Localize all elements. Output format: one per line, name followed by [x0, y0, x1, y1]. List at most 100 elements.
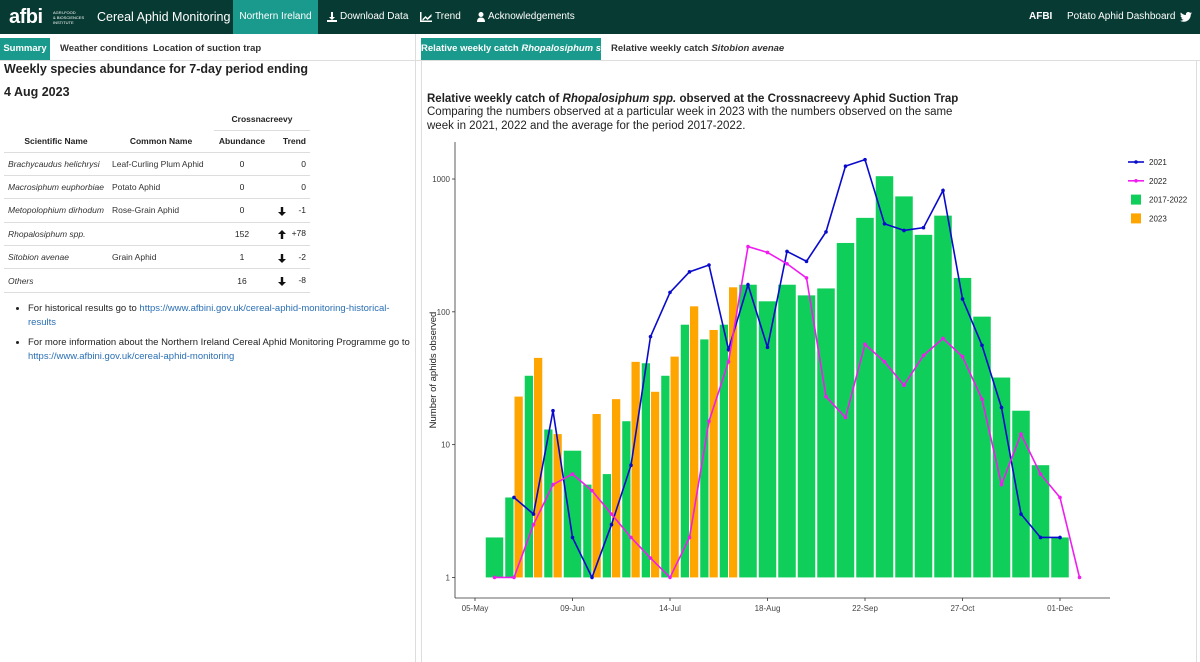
- point: [590, 575, 594, 580]
- table-row: Sitobion avenae Grain Aphid 1 -2: [4, 245, 310, 270]
- point: [746, 282, 750, 287]
- point: [570, 535, 575, 540]
- legend-point: [1134, 179, 1138, 183]
- legend-swatch: [1131, 213, 1141, 224]
- tab[interactable]: Relative weekly catch Sitobion avenae: [611, 38, 784, 60]
- point: [590, 488, 594, 493]
- tab[interactable]: Relative weekly catch Rhopalosiphum spp.: [421, 38, 615, 60]
- point: [902, 228, 906, 233]
- nav-tab[interactable]: Acknowledgements: [488, 11, 575, 22]
- chart-title: Relative weekly catch of Rhopalosiphum s…: [427, 93, 958, 105]
- tab[interactable]: Summary: [0, 38, 50, 60]
- trend-value: -1: [298, 204, 306, 215]
- x-tick-label: 01-Dec: [1047, 604, 1073, 613]
- common-name: [108, 222, 214, 247]
- legend-label: 2017-2022: [1149, 196, 1188, 205]
- user-icon: [477, 12, 485, 22]
- bar: [583, 484, 592, 578]
- nav-link[interactable]: Potato Aphid Dashboard: [1067, 11, 1176, 22]
- note-link[interactable]: https://www.afbini.gov.uk/cereal-aphid-m…: [28, 303, 390, 328]
- point: [882, 360, 887, 364]
- divider: [421, 60, 422, 662]
- point: [512, 495, 516, 500]
- point: [785, 261, 789, 266]
- logo-line: & BIOSCIENCES: [53, 15, 85, 20]
- bar: [719, 324, 728, 578]
- title-species: Rhopalosiphum spp.: [562, 93, 677, 105]
- bar: [631, 361, 640, 578]
- point: [765, 250, 770, 255]
- note: For historical results go to https://www…: [28, 302, 415, 330]
- y-tick-label: 1: [446, 573, 451, 582]
- abundance: 0: [214, 152, 270, 176]
- point: [648, 556, 653, 560]
- bar: [729, 287, 738, 578]
- bar: [758, 301, 777, 578]
- point: [1038, 535, 1043, 540]
- nav-tab[interactable]: Download Data: [340, 11, 409, 22]
- title-part: Relative weekly catch of: [427, 93, 560, 105]
- note-text: For historical results go to: [28, 303, 137, 314]
- point: [863, 157, 867, 162]
- bar: [661, 375, 670, 578]
- trend-icon: [420, 12, 432, 22]
- nav-tab[interactable]: Trend: [435, 11, 461, 22]
- table-row: Brachycaudus helichrysi Leaf-Curling Plum…: [4, 152, 310, 176]
- bar: [612, 399, 621, 578]
- logo[interactable]: afbi: [9, 6, 43, 28]
- x-tick-label: 05-May: [462, 604, 489, 613]
- x-tick-label: 27-Oct: [950, 604, 975, 613]
- tab[interactable]: Location of suction trap: [153, 43, 262, 54]
- abundance: 152: [214, 222, 270, 247]
- table-row: Others 16 -8: [4, 268, 310, 293]
- point: [629, 535, 633, 540]
- twitter-icon[interactable]: [1180, 12, 1192, 22]
- point: [960, 297, 965, 301]
- point: [570, 472, 575, 476]
- column-header: Common Name: [108, 130, 214, 153]
- trend: +78: [270, 222, 310, 247]
- tab[interactable]: Weather conditions: [60, 43, 148, 54]
- nav-link[interactable]: AFBI: [1029, 11, 1053, 22]
- point: [941, 336, 945, 341]
- common-name: Leaf-Curling Plum Aphid: [108, 152, 214, 176]
- arrow-up: [278, 230, 286, 240]
- point: [980, 343, 984, 348]
- bar: [739, 284, 757, 578]
- note-list: For historical results go to https://www…: [0, 302, 415, 364]
- trend-value: 0: [301, 158, 306, 169]
- point: [707, 419, 711, 424]
- group-header: Crossnacreevy: [214, 108, 310, 131]
- bar: [544, 429, 553, 578]
- scientific-name: Macrosiphum euphorbiae: [4, 175, 108, 200]
- point: [863, 342, 867, 347]
- point: [512, 575, 516, 580]
- point: [999, 405, 1004, 410]
- table-body: Brachycaudus helichrysi Leaf-Curling Plum…: [4, 152, 310, 293]
- bar: [797, 295, 816, 578]
- column-header: Trend: [270, 130, 310, 153]
- bar: [651, 391, 660, 578]
- trend-value: -2: [298, 251, 306, 262]
- bar: [505, 497, 514, 578]
- point: [531, 522, 536, 527]
- bar: [553, 434, 562, 578]
- y-tick-label: 100: [437, 308, 451, 317]
- legend-label: 2022: [1149, 177, 1167, 186]
- divider: [415, 34, 416, 662]
- scientific-name: Metopolophium dirhodum: [4, 198, 108, 223]
- point: [1019, 432, 1023, 436]
- point: [941, 188, 945, 193]
- common-name: Rose-Grain Aphid: [108, 198, 214, 223]
- y-tick-label: 10: [441, 441, 450, 450]
- point: [746, 244, 750, 249]
- legend-point: [1134, 160, 1138, 164]
- point: [531, 512, 536, 516]
- note-link[interactable]: https://www.afbini.gov.uk/cereal-aphid-m…: [28, 351, 235, 362]
- bar: [1051, 537, 1069, 578]
- bar: [778, 284, 796, 578]
- legend-label: 2023: [1149, 214, 1167, 223]
- nav-tab[interactable]: Northern Ireland: [233, 0, 318, 34]
- point: [1019, 512, 1023, 516]
